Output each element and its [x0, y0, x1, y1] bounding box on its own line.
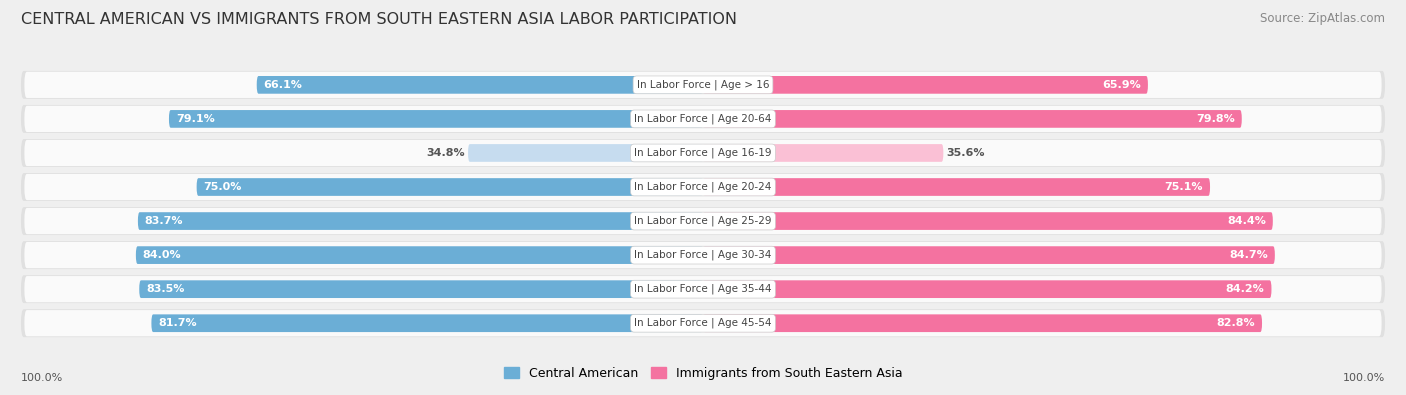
FancyBboxPatch shape: [21, 173, 1385, 201]
FancyBboxPatch shape: [703, 246, 1275, 264]
FancyBboxPatch shape: [21, 139, 1385, 167]
FancyBboxPatch shape: [136, 246, 703, 264]
Text: In Labor Force | Age 45-54: In Labor Force | Age 45-54: [634, 318, 772, 329]
FancyBboxPatch shape: [21, 71, 1385, 99]
Text: 35.6%: 35.6%: [946, 148, 986, 158]
FancyBboxPatch shape: [152, 314, 703, 332]
FancyBboxPatch shape: [21, 241, 1385, 269]
Text: In Labor Force | Age 16-19: In Labor Force | Age 16-19: [634, 148, 772, 158]
Text: 84.0%: 84.0%: [143, 250, 181, 260]
Text: 65.9%: 65.9%: [1102, 80, 1142, 90]
FancyBboxPatch shape: [24, 140, 1382, 166]
Text: CENTRAL AMERICAN VS IMMIGRANTS FROM SOUTH EASTERN ASIA LABOR PARTICIPATION: CENTRAL AMERICAN VS IMMIGRANTS FROM SOUT…: [21, 12, 737, 27]
Text: In Labor Force | Age 20-64: In Labor Force | Age 20-64: [634, 114, 772, 124]
Text: In Labor Force | Age 25-29: In Labor Force | Age 25-29: [634, 216, 772, 226]
FancyBboxPatch shape: [703, 212, 1272, 230]
FancyBboxPatch shape: [257, 76, 703, 94]
Text: 66.1%: 66.1%: [263, 80, 302, 90]
Text: 100.0%: 100.0%: [21, 373, 63, 383]
FancyBboxPatch shape: [21, 207, 1385, 235]
Text: 75.1%: 75.1%: [1164, 182, 1204, 192]
FancyBboxPatch shape: [703, 76, 1147, 94]
FancyBboxPatch shape: [138, 212, 703, 230]
FancyBboxPatch shape: [169, 110, 703, 128]
FancyBboxPatch shape: [24, 208, 1382, 234]
Text: 75.0%: 75.0%: [204, 182, 242, 192]
Legend: Central American, Immigrants from South Eastern Asia: Central American, Immigrants from South …: [499, 362, 907, 385]
FancyBboxPatch shape: [24, 174, 1382, 200]
FancyBboxPatch shape: [703, 314, 1263, 332]
FancyBboxPatch shape: [24, 106, 1382, 132]
Text: 34.8%: 34.8%: [426, 148, 464, 158]
FancyBboxPatch shape: [24, 72, 1382, 98]
FancyBboxPatch shape: [703, 178, 1211, 196]
Text: 79.8%: 79.8%: [1197, 114, 1234, 124]
FancyBboxPatch shape: [468, 144, 703, 162]
Text: Source: ZipAtlas.com: Source: ZipAtlas.com: [1260, 12, 1385, 25]
FancyBboxPatch shape: [139, 280, 703, 298]
Text: In Labor Force | Age > 16: In Labor Force | Age > 16: [637, 80, 769, 90]
Text: 79.1%: 79.1%: [176, 114, 215, 124]
Text: 84.7%: 84.7%: [1229, 250, 1268, 260]
FancyBboxPatch shape: [21, 275, 1385, 303]
FancyBboxPatch shape: [197, 178, 703, 196]
Text: In Labor Force | Age 35-44: In Labor Force | Age 35-44: [634, 284, 772, 294]
Text: In Labor Force | Age 20-24: In Labor Force | Age 20-24: [634, 182, 772, 192]
FancyBboxPatch shape: [703, 110, 1241, 128]
Text: 100.0%: 100.0%: [1343, 373, 1385, 383]
Text: 84.4%: 84.4%: [1227, 216, 1265, 226]
FancyBboxPatch shape: [24, 276, 1382, 302]
FancyBboxPatch shape: [24, 310, 1382, 336]
Text: In Labor Force | Age 30-34: In Labor Force | Age 30-34: [634, 250, 772, 260]
Text: 83.7%: 83.7%: [145, 216, 183, 226]
Text: 84.2%: 84.2%: [1226, 284, 1264, 294]
FancyBboxPatch shape: [703, 280, 1271, 298]
Text: 83.5%: 83.5%: [146, 284, 184, 294]
Text: 82.8%: 82.8%: [1216, 318, 1256, 328]
FancyBboxPatch shape: [21, 309, 1385, 337]
FancyBboxPatch shape: [21, 105, 1385, 133]
FancyBboxPatch shape: [24, 242, 1382, 268]
Text: 81.7%: 81.7%: [159, 318, 197, 328]
FancyBboxPatch shape: [703, 144, 943, 162]
